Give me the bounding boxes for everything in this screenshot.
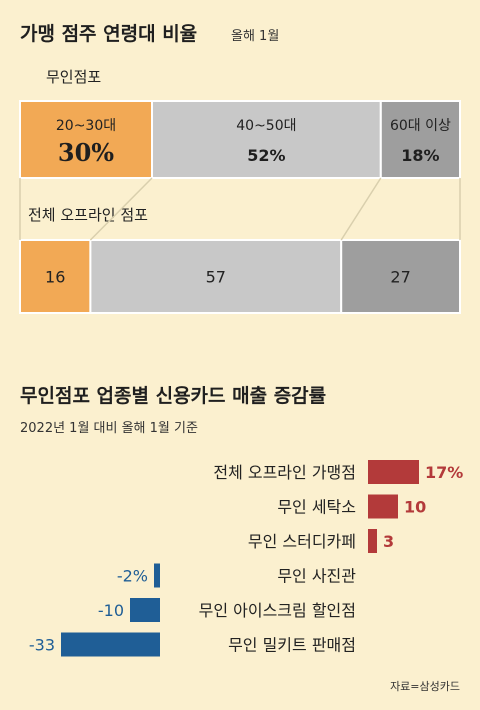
stack-bar-unmanned-2: [151, 100, 382, 179]
stacked-bars: 20~30대 30% 40~50대 52% 60대 이상 18% 16 57 27: [19, 100, 462, 314]
group-label-unmanned: 무인점포: [46, 68, 101, 86]
series-label-3: 60대 이상: [390, 118, 451, 134]
stack-bar-offline-3: [340, 239, 462, 314]
bar-value-4: -2%: [117, 567, 148, 586]
connector-line-2: [89, 177, 153, 241]
bar-3: [368, 529, 377, 553]
stack-bar-offline-1: [19, 239, 92, 314]
bar-value-2: 10: [404, 498, 426, 517]
stack-bar-offline-2: [89, 239, 343, 314]
chart2-subtitle: 2022년 1월 대비 올해 1월 기준: [20, 421, 198, 436]
connector-line-3: [340, 177, 382, 241]
bar-4: [154, 563, 160, 588]
chart1-title: 가맹 점주 연령대 비율: [20, 23, 197, 45]
category-label-6: 무인 밀키트 판매점: [228, 636, 356, 655]
category-label-2: 무인 세탁소: [277, 498, 356, 517]
category-label-5: 무인 아이스크림 할인점: [199, 601, 356, 620]
value-label-offline-2: 57: [206, 268, 226, 287]
bar-2: [368, 494, 398, 519]
value-label-offline-3: 27: [390, 268, 410, 287]
bar-value-1: 17%: [425, 463, 463, 482]
bar-6: [61, 632, 160, 657]
group-label-offline: 전체 오프라인 점포: [28, 206, 148, 224]
source-note: 자료=삼성카드: [390, 680, 460, 693]
chart1-subtitle: 올해 1월: [231, 29, 279, 44]
value-label-offline-1: 16: [45, 268, 65, 287]
bar-1: [368, 460, 419, 484]
bar-value-3: 3: [383, 532, 394, 551]
series-label-2: 40~50대: [236, 118, 296, 134]
category-label-3: 무인 스터디카페: [248, 532, 356, 551]
stack-bar-unmanned-1: [19, 100, 153, 179]
value-label-unmanned-3: 18%: [401, 146, 439, 165]
series-label-1: 20~30대: [56, 118, 116, 134]
category-label-4: 무인 사진관: [277, 567, 356, 586]
bar-5: [130, 598, 160, 622]
value-label-unmanned-2: 52%: [247, 146, 285, 165]
diverging-bars: 전체 오프라인 가맹점 17% 무인 세탁소 10 무인 스터디카페 3 무인 사진관 -2%…: [29, 460, 463, 657]
bar-value-6: -33: [29, 636, 55, 655]
chart2-title: 무인점포 업종별 신용카드 매출 증감률: [20, 385, 326, 407]
stack-bar-unmanned-3: [379, 100, 461, 179]
category-label-1: 전체 오프라인 가맹점: [213, 463, 356, 482]
value-label-unmanned-1: 30%: [58, 138, 114, 167]
bar-value-5: -10: [98, 601, 124, 620]
